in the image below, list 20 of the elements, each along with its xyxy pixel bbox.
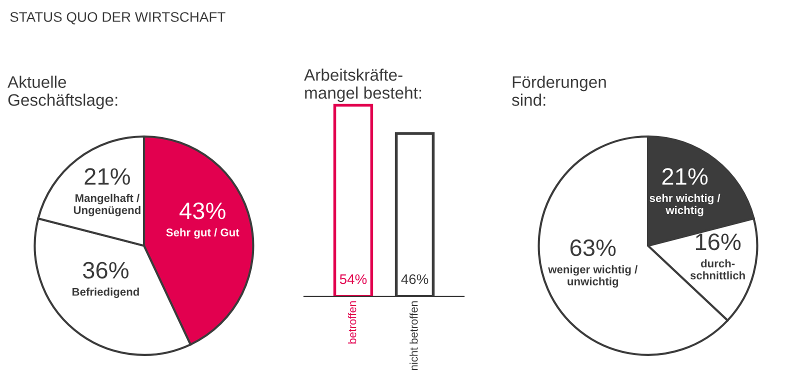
x-tick-label: betroffen (348, 301, 356, 344)
slice-label: durch- schnittlich (690, 259, 745, 280)
slice-label: sehr wichtig / wichtig (650, 194, 720, 216)
chart-title: Arbeitskräfte- mangel besteht: (304, 68, 422, 102)
chart-title: Aktuelle Geschäftslage: (8, 76, 118, 110)
chart-subtitle: STATUS QUO DER WIRTSCHAFT (10, 12, 226, 24)
x-tick-label: nicht betroffen (410, 301, 418, 370)
data-label: 16% (696, 234, 741, 250)
data-label: 21% (84, 168, 130, 185)
chart-title: Förderungen sind: (512, 76, 606, 106)
slice-label: weniger wichtig / unwichtig (548, 265, 638, 288)
slice-label: Sehr gut / Gut (166, 228, 240, 239)
data-label: 36% (82, 262, 129, 279)
data-label: 21% (662, 168, 708, 185)
data-label: 46% (401, 274, 428, 284)
data-label: 63% (570, 239, 616, 256)
slice-label: Befriedigend (72, 288, 139, 298)
data-label: 54% (340, 274, 367, 284)
slice-label: Mangelhaft / Ungenügend (74, 194, 140, 216)
data-label: 43% (180, 202, 226, 220)
